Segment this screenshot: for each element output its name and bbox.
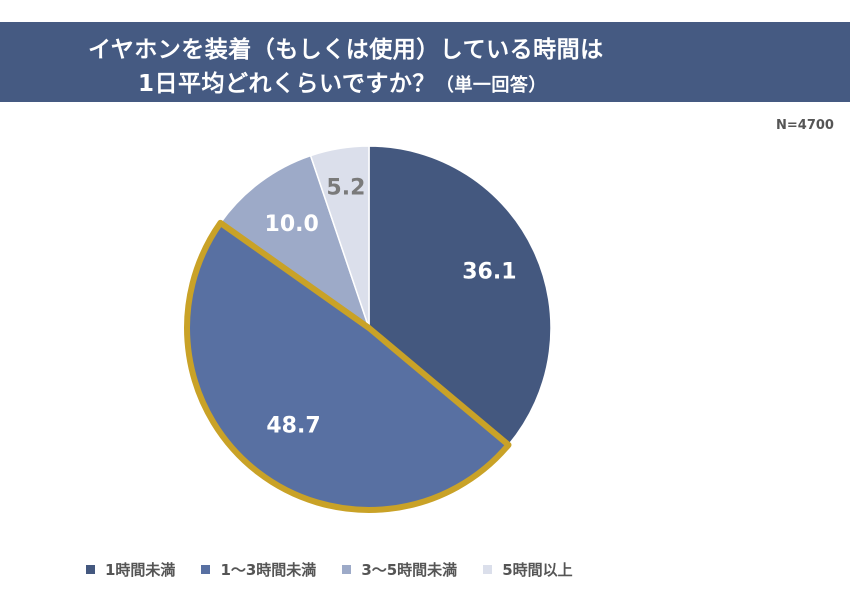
chart-title-question: 1日平均どれくらいですか？ [138, 71, 436, 97]
pie-slice-1 [368, 145, 552, 446]
data-label-1: 36.1 [462, 259, 516, 284]
pie-slice-4 [309, 145, 370, 329]
legend-item: 5時間以上 [483, 559, 573, 580]
legend-label: 1時間未満 [105, 560, 176, 579]
legend-label: 3～5時間未満 [361, 560, 458, 579]
legend-label: 1～3時間未満 [220, 560, 317, 579]
title-banner: イヤホンを装着（もしくは使用）している時間は 1日平均どれくらいですか？（単一回… [0, 22, 850, 102]
chart-title-suffix: （単一回答） [435, 75, 547, 96]
legend-swatch [86, 564, 95, 574]
data-label-1-3: 48.7 [266, 414, 320, 439]
legend: 1時間未満 1～3時間未満 3～5時間未満 5時間以上 [86, 558, 573, 580]
data-label-3-5: 10.0 [265, 212, 319, 237]
legend-item: 1～3時間未満 [201, 559, 316, 580]
legend-label: 5時間以上 [502, 560, 573, 579]
chart-title-line1: イヤホンを装着（もしくは使用）している時間は [88, 37, 604, 63]
legend-swatch [342, 564, 352, 574]
pie-slice-3 [219, 154, 370, 329]
legend-swatch [201, 564, 211, 574]
highlighted-slice-outline [184, 219, 512, 513]
data-label-5: 5.2 [326, 175, 365, 200]
legend-swatch [483, 564, 493, 574]
legend-item: 1時間未満 [86, 559, 175, 580]
chart-title-line2: 1日平均どれくらいですか？（単一回答） [138, 64, 547, 98]
sample-size-label: N=4700 [776, 118, 834, 133]
legend-item: 3～5時間未満 [342, 559, 457, 580]
